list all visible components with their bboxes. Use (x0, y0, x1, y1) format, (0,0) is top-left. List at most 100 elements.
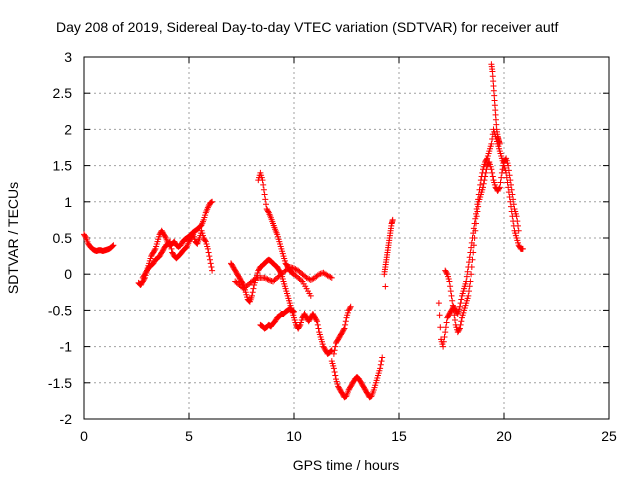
data-point (342, 321, 349, 328)
data-point (482, 169, 489, 176)
data-point (505, 167, 512, 174)
data-point (249, 292, 255, 299)
data-point (515, 222, 521, 229)
data-point (307, 292, 314, 299)
data-point (202, 237, 209, 244)
data-point (498, 174, 505, 181)
data-point (298, 277, 304, 284)
data-point (207, 260, 214, 267)
data-point (507, 177, 514, 184)
data-point (263, 275, 269, 282)
x-tick-label: 0 (80, 428, 88, 444)
data-point (151, 247, 158, 254)
data-point (82, 233, 89, 240)
data-point (436, 312, 443, 319)
data-point (204, 204, 211, 211)
data-point (168, 245, 175, 252)
data-point (197, 223, 204, 230)
data-point (466, 288, 472, 295)
data-point (475, 203, 482, 210)
data-point (109, 242, 116, 249)
y-tick-label: -2 (60, 411, 73, 427)
data-point (314, 321, 321, 328)
data-point (470, 242, 477, 249)
y-tick-label: 1 (64, 194, 72, 210)
data-point (457, 300, 464, 307)
data-point (473, 220, 479, 227)
data-point (331, 347, 338, 354)
data-point (458, 318, 465, 325)
data-point (513, 213, 520, 220)
data-point (463, 273, 470, 280)
data-point (207, 256, 213, 263)
data-point (443, 269, 450, 276)
data-point (251, 276, 258, 283)
data-point (303, 274, 310, 281)
x-tick-labels: 0 5 10 15 20 25 (80, 428, 617, 444)
data-point (510, 201, 517, 208)
data-markers (81, 61, 526, 401)
data-point (205, 203, 212, 210)
data-point (510, 196, 517, 203)
y-tick-label: -1.5 (48, 375, 72, 391)
data-point (167, 238, 174, 245)
data-point (467, 278, 474, 285)
data-point (435, 300, 442, 307)
data-point (265, 208, 272, 215)
data-point (481, 177, 488, 184)
data-point (480, 184, 486, 191)
data-point (457, 321, 464, 328)
data-point (341, 325, 348, 332)
axis-ticks (83, 56, 610, 420)
data-point (466, 259, 472, 266)
y-tick-label: -1 (60, 339, 73, 355)
data-point (505, 162, 512, 169)
data-point (261, 274, 268, 281)
data-point (208, 263, 215, 270)
data-point (328, 347, 335, 354)
data-point (324, 272, 331, 279)
data-point (470, 249, 477, 256)
data-point (313, 317, 320, 324)
data-point (509, 191, 516, 198)
data-point (209, 267, 216, 274)
data-point (480, 180, 487, 187)
data-point (382, 283, 389, 290)
data-point (340, 326, 347, 333)
data-point (451, 312, 458, 319)
data-point (496, 185, 503, 192)
data-point (468, 263, 475, 270)
x-tick-label: 25 (601, 428, 617, 444)
x-tick-label: 5 (185, 428, 193, 444)
data-point (189, 232, 196, 239)
data-point (506, 172, 513, 179)
data-point (205, 249, 212, 256)
data-point (261, 191, 268, 198)
data-point (482, 173, 489, 180)
data-point (328, 274, 335, 281)
y-axis-label: SDTVAR / TECUs (5, 182, 21, 294)
data-point (465, 292, 472, 299)
data-point (447, 283, 454, 290)
data-point (488, 140, 495, 147)
data-point (489, 169, 496, 176)
data-point (499, 166, 506, 173)
data-point (443, 319, 450, 326)
data-point (263, 201, 269, 208)
data-point (473, 213, 480, 220)
data-point (474, 208, 481, 215)
data-point (441, 333, 448, 340)
data-point (204, 245, 211, 252)
data-point (469, 256, 476, 263)
data-point (456, 325, 463, 332)
data-point (442, 324, 449, 331)
data-point (377, 365, 384, 372)
y-tick-labels: -2 -1.5 -1 -0.5 0 0.5 1 1.5 2 2.5 3 (48, 49, 72, 427)
data-point (332, 343, 339, 350)
data-point (291, 308, 297, 315)
data-point (209, 198, 216, 205)
x-axis-label: GPS time / hours (293, 457, 400, 473)
data-point (332, 372, 339, 379)
y-tick-label: 1.5 (53, 158, 73, 174)
